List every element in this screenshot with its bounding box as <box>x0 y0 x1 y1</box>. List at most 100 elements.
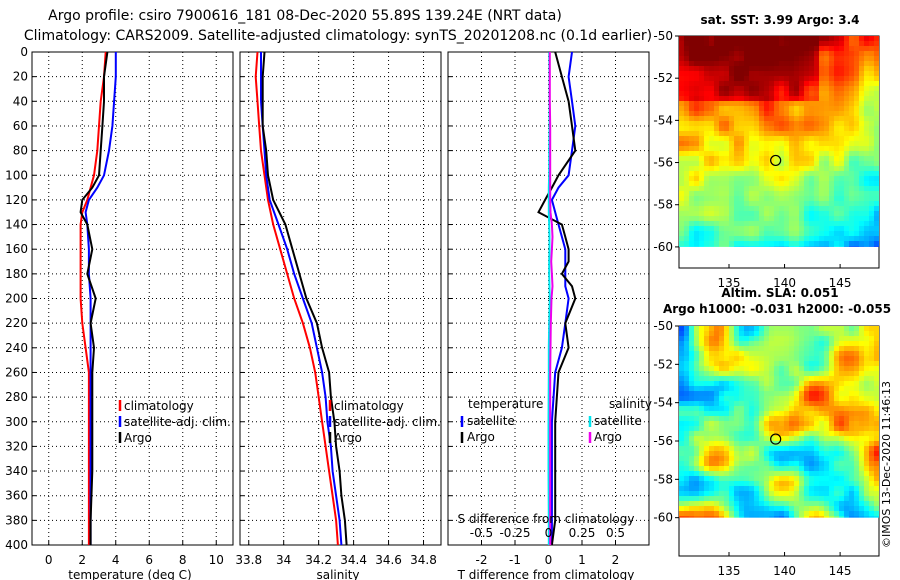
heatmap-cell <box>864 131 869 136</box>
heatmap-cell <box>754 246 759 247</box>
heatmap-cell <box>774 126 779 131</box>
x-tick-label: 8 <box>179 553 187 567</box>
heatmap-cell <box>764 471 769 476</box>
heatmap-cell <box>819 391 824 396</box>
heatmap-cell <box>874 461 879 466</box>
heatmap-cell <box>794 41 799 46</box>
heatmap-cell <box>834 416 839 421</box>
heatmap-cell <box>784 461 789 466</box>
heatmap-cell <box>874 146 879 151</box>
heatmap-cell <box>709 241 714 246</box>
heatmap-cell <box>819 436 824 441</box>
heatmap-cell <box>724 366 729 371</box>
heatmap-cell <box>749 246 754 247</box>
heatmap-cell <box>824 381 829 386</box>
heatmap-cell <box>814 91 819 96</box>
heatmap-cell <box>769 361 774 366</box>
heatmap-cell <box>839 186 844 191</box>
heatmap-cell <box>834 121 839 126</box>
heatmap-cell <box>794 51 799 56</box>
heatmap-cell <box>824 61 829 66</box>
heatmap-cell <box>834 436 839 441</box>
legend-label-climatology: climatology <box>124 399 194 413</box>
heatmap-cell <box>824 206 829 211</box>
heatmap-cell <box>864 196 869 201</box>
heatmap-cell <box>689 56 694 61</box>
heatmap-cell <box>849 136 854 141</box>
heatmap-cell <box>819 226 824 231</box>
heatmap-cell <box>724 386 729 391</box>
heatmap-cell <box>714 376 719 381</box>
heatmap-cell <box>754 431 759 436</box>
heatmap-cell <box>739 396 744 401</box>
heatmap-cell <box>789 481 794 486</box>
heatmap-cell <box>864 346 869 351</box>
heatmap-cell <box>734 86 739 91</box>
heatmap-cell <box>709 466 714 471</box>
heatmap-cell <box>684 491 689 496</box>
heatmap-cell <box>709 326 714 331</box>
s-difference-label: S difference from climatology <box>458 512 635 526</box>
heatmap-cell <box>724 351 729 356</box>
heatmap-cell <box>724 336 729 341</box>
heatmap-cell <box>799 461 804 466</box>
heatmap-cell <box>829 451 834 456</box>
heatmap-cell <box>689 106 694 111</box>
lat-label: -60 <box>653 240 673 254</box>
heatmap-cell <box>794 91 799 96</box>
heatmap-cell <box>829 491 834 496</box>
heatmap-cell <box>784 131 789 136</box>
heatmap-cell <box>819 106 824 111</box>
heatmap-cell <box>844 111 849 116</box>
heatmap-cell <box>859 441 864 446</box>
heatmap-cell <box>744 341 749 346</box>
heatmap-cell <box>839 416 844 421</box>
heatmap-cell <box>789 506 794 511</box>
heatmap-cell <box>709 436 714 441</box>
heatmap-cell <box>764 71 769 76</box>
heatmap-cell <box>774 456 779 461</box>
heatmap-cell <box>854 501 859 506</box>
heatmap-cell <box>794 136 799 141</box>
heatmap-cell <box>799 236 804 241</box>
lat-label: -58 <box>653 198 673 212</box>
y-tick-label: 400 <box>5 538 28 552</box>
heatmap-cell <box>679 231 684 236</box>
heatmap-cell <box>829 376 834 381</box>
heatmap-cell <box>819 516 824 518</box>
heatmap-cell <box>834 481 839 486</box>
heatmap-cell <box>784 456 789 461</box>
heatmap-cell <box>689 126 694 131</box>
heatmap-cell <box>754 181 759 186</box>
heatmap-cell <box>814 371 819 376</box>
heatmap-cell <box>839 406 844 411</box>
heatmap-cell <box>829 341 834 346</box>
heatmap-cell <box>724 46 729 51</box>
heatmap-cell <box>814 121 819 126</box>
heatmap-cell <box>804 331 809 336</box>
heatmap-cell <box>749 341 754 346</box>
series-salinity-argo <box>548 52 554 545</box>
heatmap-cell <box>804 241 809 246</box>
heatmap-cell <box>849 466 854 471</box>
heatmap-cell <box>814 126 819 131</box>
heatmap-cell <box>714 101 719 106</box>
heatmap-cell <box>764 126 769 131</box>
heatmap-cell <box>859 86 864 91</box>
heatmap-cell <box>864 36 869 41</box>
heatmap-cell <box>729 326 734 331</box>
heatmap-cell <box>699 51 704 56</box>
heatmap-cell <box>864 496 869 501</box>
heatmap-cell <box>824 126 829 131</box>
difference-legend: temperature salinity satellite Argo sate… <box>460 397 652 444</box>
heatmap-cell <box>799 471 804 476</box>
heatmap-cell <box>859 371 864 376</box>
heatmap-cell <box>704 161 709 166</box>
heatmap-cell <box>809 201 814 206</box>
heatmap-cell <box>699 346 704 351</box>
heatmap-cell <box>749 506 754 511</box>
heatmap-cell <box>794 231 799 236</box>
heatmap-cell <box>684 476 689 481</box>
heatmap-cell <box>724 171 729 176</box>
heatmap-cell <box>689 441 694 446</box>
